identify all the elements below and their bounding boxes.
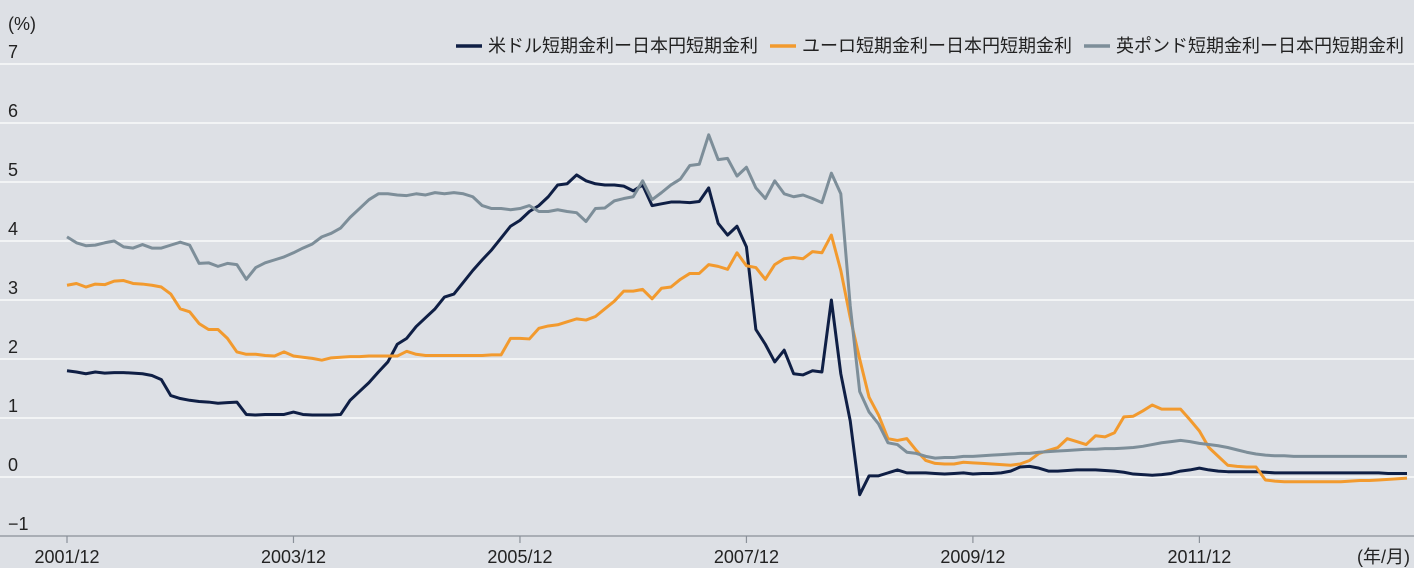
- y-tick-label: 2: [8, 337, 18, 357]
- y-axis-label: (%): [8, 14, 36, 34]
- y-tick-label: −1: [8, 514, 29, 534]
- x-axis-label: (年/月): [1357, 547, 1410, 567]
- legend-label: ユーロ短期金利ー日本円短期金利: [802, 36, 1072, 56]
- y-tick-label: 5: [8, 160, 18, 180]
- y-tick-label: 3: [8, 278, 18, 298]
- x-tick-label: 2007/12: [714, 547, 779, 567]
- x-tick-label: 2005/12: [487, 547, 552, 567]
- y-tick-label: 7: [8, 42, 18, 62]
- series-line: [66, 173, 1407, 497]
- y-tick-label: 4: [8, 219, 18, 239]
- legend-label: 米ドル短期金利ー日本円短期金利: [488, 36, 758, 56]
- x-tick-label: 2003/12: [261, 547, 326, 567]
- y-tick-label: 0: [8, 455, 18, 475]
- x-tick-label: 2001/12: [34, 547, 99, 567]
- x-tick-label: 2009/12: [940, 547, 1005, 567]
- series-line: [66, 233, 1408, 484]
- x-tick-label: 2011/12: [1168, 547, 1232, 567]
- y-tick-label: 6: [8, 101, 18, 121]
- y-tick-label: 1: [8, 396, 18, 416]
- legend-label: 英ポンド短期金利ー日本円短期金利: [1116, 36, 1404, 56]
- series-line: [66, 133, 1407, 460]
